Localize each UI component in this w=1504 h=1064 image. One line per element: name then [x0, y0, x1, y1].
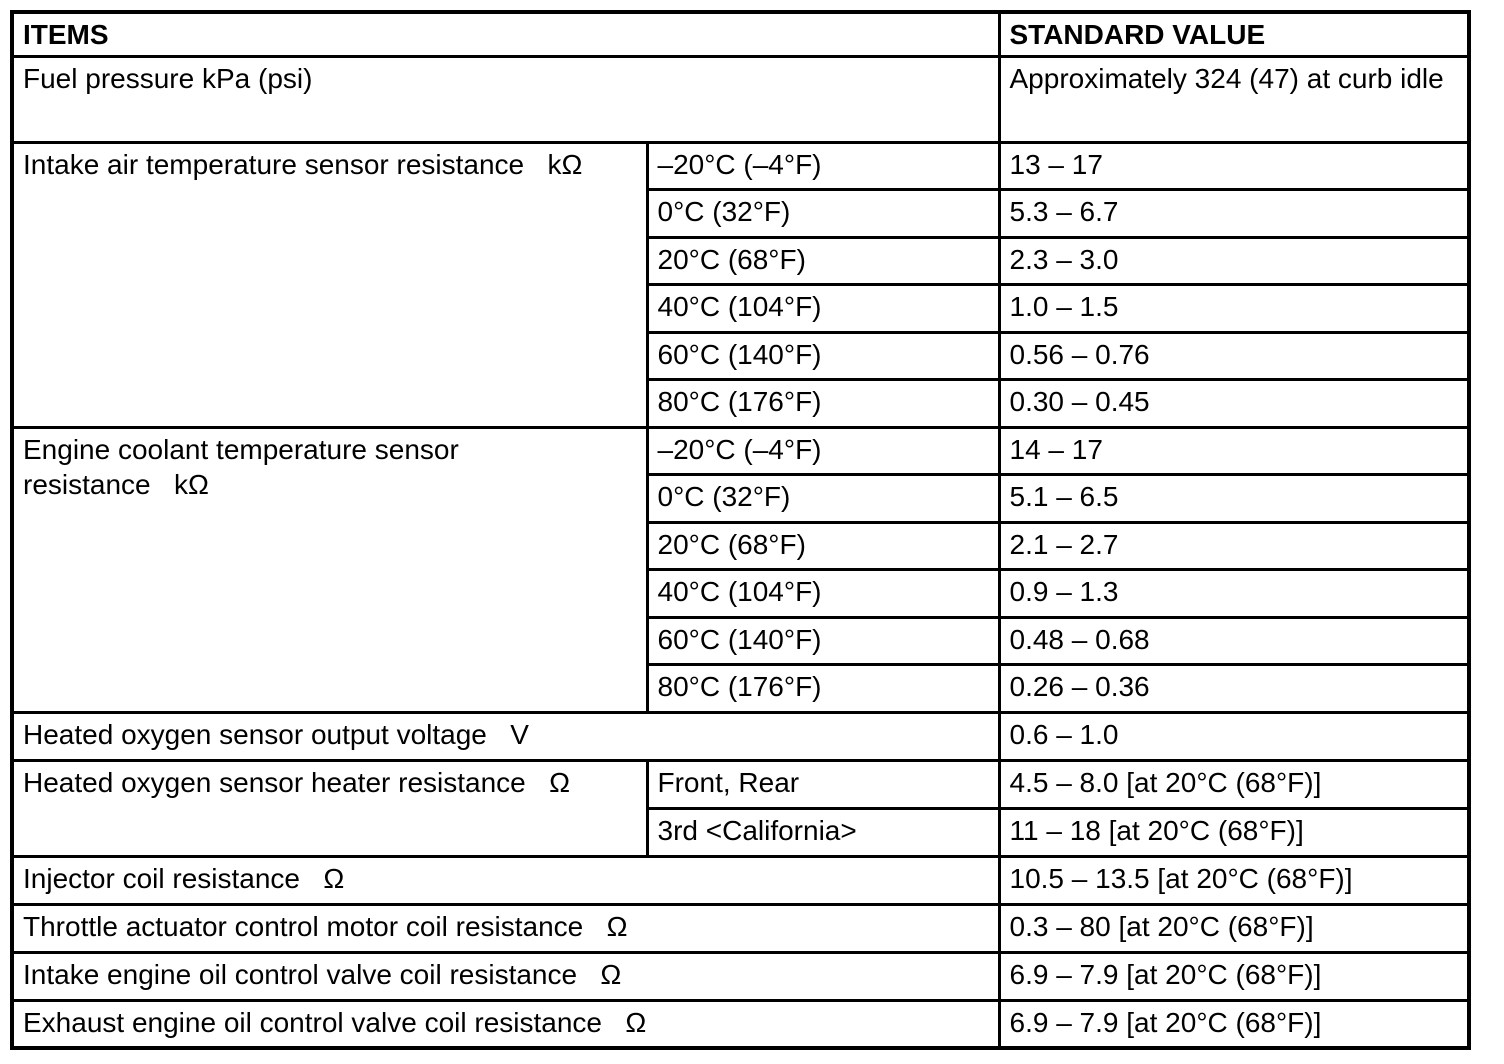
- table-row: Fuel pressure kPa (psi) Approximately 32…: [10, 54, 1471, 144]
- condition-coolant-temp-3: 40°C (104°F): [645, 568, 1001, 619]
- item-exhaust-oil-valve-coil-resistance: Exhaust engine oil control valve coil re…: [10, 998, 1001, 1050]
- value-coolant-temp-0: 14 – 17: [997, 425, 1471, 476]
- value-o2-sensor-output-voltage: 0.6 – 1.0: [997, 710, 1471, 762]
- column-header-standard-value: STANDARD VALUE: [997, 10, 1471, 58]
- value-intake-air-temp-4: 0.56 – 0.76: [997, 330, 1471, 381]
- item-intake-air-temp-sensor: Intake air temperature sensor resistance…: [10, 140, 649, 429]
- value-coolant-temp-4: 0.48 – 0.68: [997, 615, 1471, 666]
- table-row: Throttle actuator control motor coil res…: [10, 902, 1471, 954]
- table-row: Intake engine oil control valve coil res…: [10, 950, 1471, 1002]
- condition-coolant-temp-5: 80°C (176°F): [645, 663, 1001, 714]
- value-coolant-temp-1: 5.1 – 6.5: [997, 473, 1471, 524]
- table-row: Injector coil resistance Ω 10.5 – 13.5 […: [10, 854, 1471, 906]
- value-intake-air-temp-1: 5.3 – 6.7: [997, 188, 1471, 239]
- condition-intake-air-temp-4: 60°C (140°F): [645, 330, 1001, 381]
- table-row: 20°C (68°F) 2.1 – 2.7: [12, 520, 1471, 571]
- value-intake-oil-valve-coil-resistance: 6.9 – 7.9 [at 20°C (68°F)]: [997, 950, 1471, 1002]
- condition-intake-air-temp-5: 80°C (176°F): [645, 378, 1001, 429]
- value-intake-air-temp-0: 13 – 17: [997, 140, 1471, 191]
- value-intake-air-temp-5: 0.30 – 0.45: [997, 378, 1471, 429]
- value-o2-heater-1: 11 – 18 [at 20°C (68°F)]: [997, 806, 1471, 858]
- item-injector-coil-resistance: Injector coil resistance Ω: [10, 854, 1001, 906]
- table-row: 40°C (104°F) 0.9 – 1.3: [12, 568, 1471, 619]
- item-engine-coolant-temp-sensor: Engine coolant temperature sensor resist…: [10, 425, 649, 714]
- condition-o2-heater-0: Front, Rear: [645, 758, 1001, 810]
- table-row: 80°C (176°F) 0.30 – 0.45: [12, 378, 1471, 429]
- table-row: Exhaust engine oil control valve coil re…: [10, 998, 1471, 1050]
- table-row: 20°C (68°F) 2.3 – 3.0: [12, 235, 1471, 286]
- table-row: 80°C (176°F) 0.26 – 0.36: [12, 663, 1471, 714]
- condition-intake-air-temp-0: –20°C (–4°F): [645, 140, 1001, 191]
- value-exhaust-oil-valve-coil-resistance: 6.9 – 7.9 [at 20°C (68°F)]: [997, 998, 1471, 1050]
- table-row: Intake air temperature sensor resistance…: [10, 140, 1471, 429]
- value-fuel-pressure: Approximately 324 (47) at curb idle: [997, 54, 1471, 144]
- value-o2-heater-0: 4.5 – 8.0 [at 20°C (68°F)]: [997, 758, 1471, 810]
- condition-coolant-temp-1: 0°C (32°F): [645, 473, 1001, 524]
- condition-o2-heater-1: 3rd <California>: [645, 806, 1001, 858]
- value-coolant-temp-2: 2.1 – 2.7: [997, 520, 1471, 571]
- table-row: Heated oxygen sensor output voltage V 0.…: [10, 710, 1471, 762]
- table-row: 0°C (32°F) 5.1 – 6.5: [12, 473, 1471, 524]
- item-throttle-motor-coil-resistance: Throttle actuator control motor coil res…: [10, 902, 1001, 954]
- value-intake-air-temp-3: 1.0 – 1.5: [997, 283, 1471, 334]
- table-header-row: ITEMS STANDARD VALUE: [10, 10, 1471, 58]
- table-row: 60°C (140°F) 0.56 – 0.76: [12, 330, 1471, 381]
- value-coolant-temp-5: 0.26 – 0.36: [997, 663, 1471, 714]
- condition-intake-air-temp-2: 20°C (68°F): [645, 235, 1001, 286]
- value-coolant-temp-3: 0.9 – 1.3: [997, 568, 1471, 619]
- column-header-items: ITEMS: [10, 10, 1001, 58]
- table-row: Engine coolant temperature sensor resist…: [10, 425, 1471, 714]
- table-row: 40°C (104°F) 1.0 – 1.5: [12, 283, 1471, 334]
- value-intake-air-temp-2: 2.3 – 3.0: [997, 235, 1471, 286]
- standard-values-table: ITEMS STANDARD VALUE Fuel pressure kPa (…: [10, 10, 1471, 1050]
- condition-intake-air-temp-3: 40°C (104°F): [645, 283, 1001, 334]
- value-throttle-motor-coil-resistance: 0.3 – 80 [at 20°C (68°F)]: [997, 902, 1471, 954]
- table-row: 3rd <California> 11 – 18 [at 20°C (68°F)…: [12, 806, 1471, 858]
- condition-coolant-temp-0: –20°C (–4°F): [645, 425, 1001, 476]
- item-o2-sensor-output-voltage: Heated oxygen sensor output voltage V: [10, 710, 1001, 762]
- condition-intake-air-temp-1: 0°C (32°F): [645, 188, 1001, 239]
- condition-coolant-temp-4: 60°C (140°F): [645, 615, 1001, 666]
- item-o2-sensor-heater-resistance: Heated oxygen sensor heater resistance Ω: [10, 758, 649, 858]
- condition-coolant-temp-2: 20°C (68°F): [645, 520, 1001, 571]
- value-injector-coil-resistance: 10.5 – 13.5 [at 20°C (68°F)]: [997, 854, 1471, 906]
- item-fuel-pressure: Fuel pressure kPa (psi): [10, 54, 1001, 144]
- table-row: Heated oxygen sensor heater resistance Ω…: [10, 758, 1471, 858]
- table-row: 0°C (32°F) 5.3 – 6.7: [12, 188, 1471, 239]
- item-intake-oil-valve-coil-resistance: Intake engine oil control valve coil res…: [10, 950, 1001, 1002]
- table-row: 60°C (140°F) 0.48 – 0.68: [12, 615, 1471, 666]
